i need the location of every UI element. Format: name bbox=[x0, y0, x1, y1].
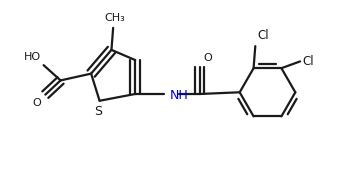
Text: Cl: Cl bbox=[257, 29, 269, 42]
Text: CH₃: CH₃ bbox=[105, 13, 125, 23]
Text: HO: HO bbox=[24, 52, 41, 62]
Text: S: S bbox=[94, 105, 102, 118]
Text: O: O bbox=[203, 53, 212, 63]
Text: Cl: Cl bbox=[303, 55, 315, 68]
Text: O: O bbox=[33, 98, 41, 108]
Text: NH: NH bbox=[170, 89, 189, 102]
